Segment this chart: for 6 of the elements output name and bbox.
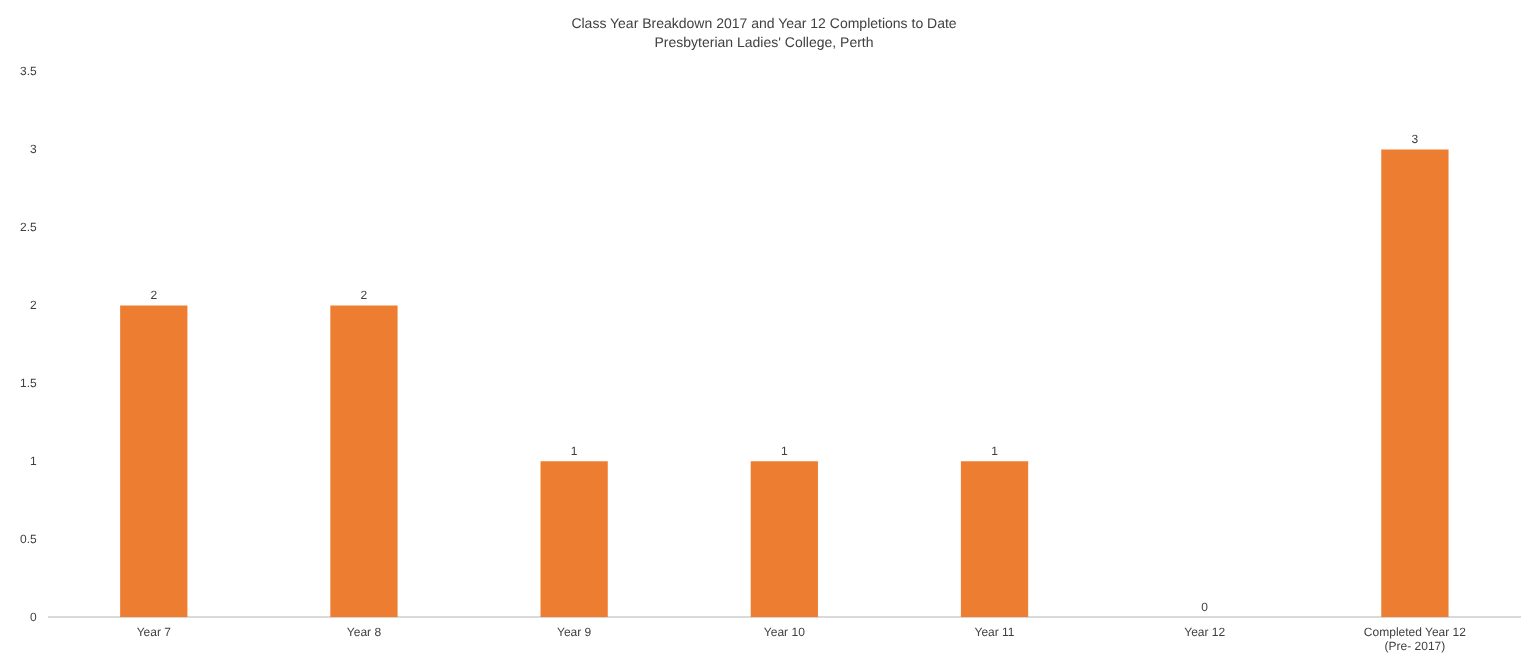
bar [960, 461, 1029, 618]
bar [750, 461, 818, 618]
bar [120, 305, 188, 618]
bar [1381, 149, 1449, 618]
bar [540, 461, 608, 618]
bar [330, 305, 398, 618]
